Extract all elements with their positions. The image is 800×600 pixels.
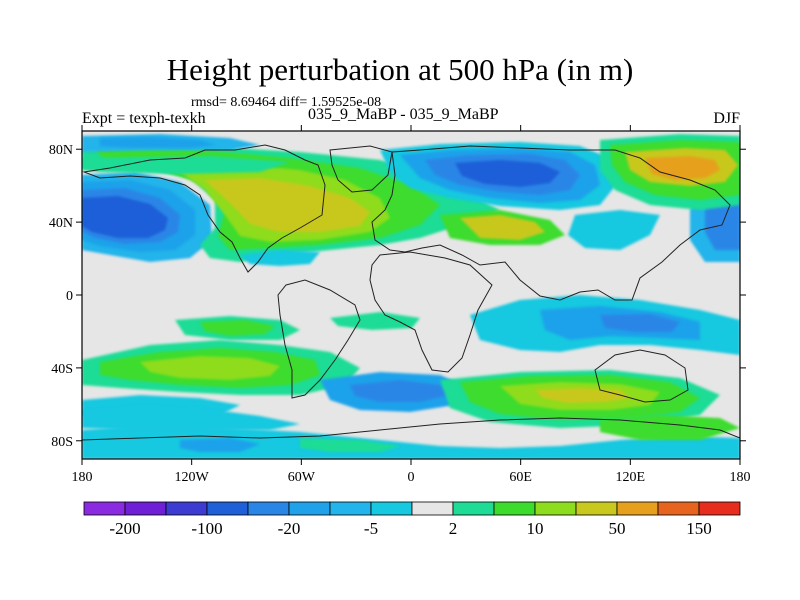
contour-region <box>140 356 280 380</box>
colorbar-label: -100 <box>191 519 222 538</box>
colorbar-swatch <box>698 501 741 516</box>
contour-region <box>460 215 545 240</box>
y-tick-label: 80N <box>49 143 73 158</box>
contour-region <box>240 250 320 266</box>
coast-greenland <box>329 145 393 193</box>
x-tick-label: 120W <box>175 470 210 485</box>
colorbar-label: 150 <box>686 519 712 538</box>
colorbar-swatch <box>83 501 126 516</box>
contour-region <box>455 160 560 187</box>
x-tick-label: 120E <box>616 470 646 485</box>
contour-region <box>200 320 275 336</box>
x-tick-label: 60W <box>288 470 316 485</box>
colorbar-swatch <box>493 501 536 516</box>
contour-region <box>100 137 215 148</box>
coast-australia <box>594 349 689 403</box>
contour-region <box>82 405 300 430</box>
colorbar-swatch <box>247 501 290 516</box>
chart-title: Height perturbation at 500 hPa (in m) <box>166 52 634 87</box>
contour-region <box>330 312 420 330</box>
contour-region <box>180 438 260 452</box>
colorbar-swatch <box>411 501 454 516</box>
experiment-label: Expt = texph-texkh <box>82 110 206 127</box>
coast-north-america <box>82 144 326 273</box>
contour-region <box>600 314 680 332</box>
x-tick-label: 180 <box>72 470 93 485</box>
y-tick-label: 40S <box>51 362 73 377</box>
y-tick-label: 40N <box>49 216 73 231</box>
x-tick-label: 60E <box>509 470 532 485</box>
colorbar-swatch <box>575 501 618 516</box>
colorbar-swatch <box>370 501 413 516</box>
season-label: DJF <box>713 110 740 127</box>
contour-region <box>205 178 370 232</box>
x-tick-label: 180 <box>730 470 751 485</box>
contour-field <box>82 134 740 459</box>
colorbar-swatch <box>616 501 659 516</box>
contour-region <box>350 380 450 402</box>
colorbar-label: -5 <box>364 519 378 538</box>
colorbar-label: 50 <box>609 519 626 538</box>
coast-antarctica <box>82 417 740 441</box>
contour-region <box>82 156 290 174</box>
contour-region <box>300 438 400 452</box>
colorbar-swatch <box>452 501 495 516</box>
run-label: 035_9_MaBP - 035_9_MaBP <box>308 106 499 123</box>
colorbar-labels: -200 -100 -20 -5 2 10 50 150 <box>109 519 711 538</box>
coast-south-america <box>277 279 361 399</box>
coastlines <box>82 144 740 441</box>
colorbar-label: -20 <box>278 519 301 538</box>
contour-region <box>82 425 740 459</box>
contour-region <box>568 210 660 250</box>
contour-region <box>82 196 168 238</box>
colorbar <box>83 501 741 516</box>
stats-text: rmsd= 8.69464 diff= 1.59525e-08 <box>191 95 382 110</box>
colorbar-swatch <box>165 501 208 516</box>
x-tick-label: 0 <box>408 470 415 485</box>
y-tick-label: 80S <box>51 435 73 450</box>
colorbar-swatch <box>124 501 167 516</box>
colorbar-swatch <box>288 501 331 516</box>
colorbar-label: -200 <box>109 519 140 538</box>
colorbar-swatch <box>206 501 249 516</box>
colorbar-swatch <box>534 501 577 516</box>
colorbar-label: 10 <box>527 519 544 538</box>
coast-africa <box>369 251 493 373</box>
colorbar-swatch <box>657 501 700 516</box>
colorbar-label: 2 <box>449 519 458 538</box>
colorbar-swatch <box>329 501 372 516</box>
y-axis: 80N 40N 0 40S 80S <box>49 143 746 450</box>
x-axis: 180 120W 60W 0 60E 120E 180 <box>72 125 751 485</box>
contour-region <box>645 156 720 180</box>
coast-eurasia <box>371 145 731 301</box>
y-tick-label: 0 <box>66 289 73 304</box>
